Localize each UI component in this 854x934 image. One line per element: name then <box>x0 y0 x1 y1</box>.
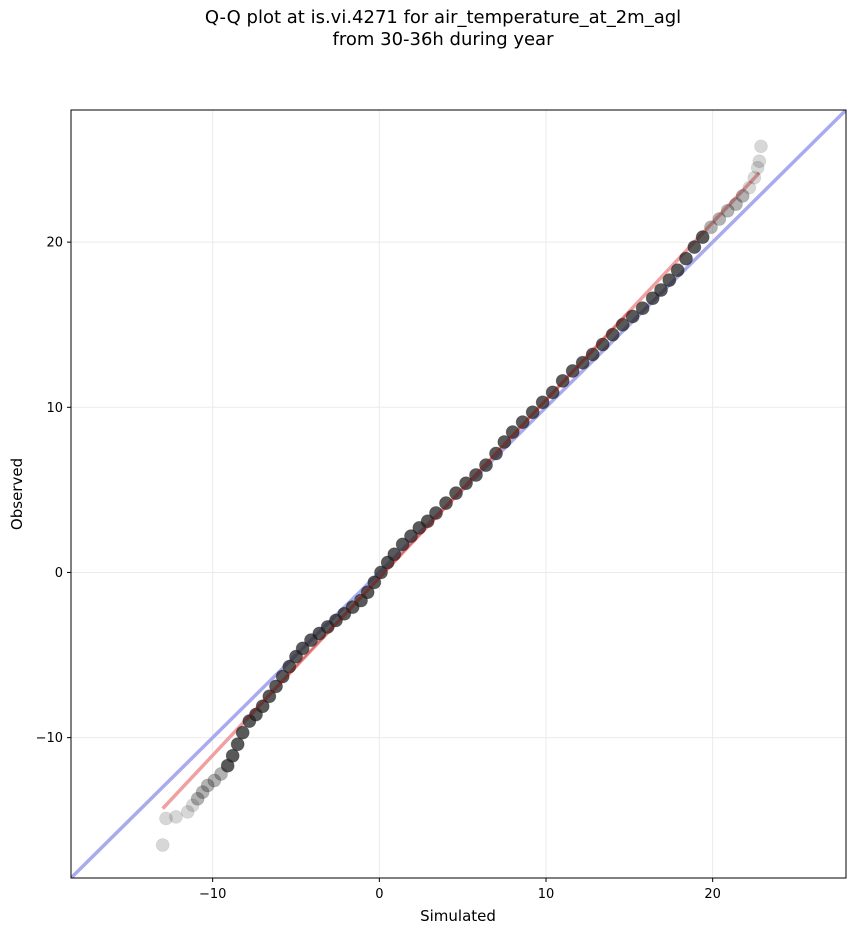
quantile-point <box>565 364 580 378</box>
quantile-point <box>374 565 388 580</box>
quantile-point <box>404 529 418 544</box>
quantile-point <box>439 496 453 510</box>
quantile-point <box>367 575 382 590</box>
y-tick-label: −10 <box>36 731 63 746</box>
grid <box>71 110 846 878</box>
quantile-point <box>747 170 762 185</box>
quantile-point <box>429 506 443 520</box>
quantile-point <box>615 317 630 332</box>
quantile-point <box>479 458 493 472</box>
chart-title-line-1: Q-Q plot at is.vi.4271 for air_temperatu… <box>204 7 682 28</box>
y-tick-label: 10 <box>46 401 63 416</box>
quantile-point <box>159 811 173 826</box>
quantile-point <box>395 537 410 552</box>
quantile-point <box>235 725 250 740</box>
quantile-point <box>387 547 402 562</box>
quantile-point <box>459 476 473 491</box>
quantile-point <box>750 160 765 175</box>
quantile-point <box>670 263 685 278</box>
quantile-point <box>207 773 222 788</box>
quantile-point <box>555 373 570 388</box>
quantile-point <box>525 405 540 420</box>
quantile-point <box>469 468 483 482</box>
quantile-point <box>605 327 620 342</box>
quantile-point <box>295 641 310 656</box>
quantile-point <box>505 425 520 439</box>
quantile-point <box>262 689 277 704</box>
quantile-point <box>255 699 270 714</box>
quantile-point <box>704 220 718 235</box>
quantile-point <box>185 798 200 813</box>
y-axis-label: Observed <box>8 458 26 530</box>
axis-ticks: −10 0 10 20 −10 0 10 20 <box>36 236 721 902</box>
quantile-point <box>687 240 702 254</box>
data-area <box>71 110 846 878</box>
x-tick-label: 0 <box>375 887 383 902</box>
quantile-point <box>360 585 375 600</box>
quantile-point <box>535 395 550 410</box>
quantile-point <box>635 301 650 316</box>
quantile-point <box>742 180 757 195</box>
quantile-point <box>662 273 677 288</box>
quantile-point <box>420 514 435 529</box>
quantile-point <box>195 785 210 800</box>
quantile-point <box>545 385 560 400</box>
quantile-point <box>515 415 530 430</box>
quantile-point <box>625 309 640 324</box>
quantile-point <box>275 669 290 684</box>
chart-title-line-2: from 30-36h during year <box>332 29 554 50</box>
quantile-point <box>654 283 668 297</box>
quantile-point <box>695 230 710 245</box>
quantile-point <box>712 212 727 226</box>
quantile-point <box>155 838 170 852</box>
quantile-point <box>735 188 750 203</box>
quantile-point <box>754 139 768 154</box>
x-axis-label: Simulated <box>420 907 496 925</box>
quantile-point <box>720 203 735 218</box>
x-tick-label: −10 <box>199 887 226 902</box>
x-tick-label: 20 <box>704 887 721 902</box>
quantile-point <box>585 347 600 362</box>
chart-title: Q-Q plot at is.vi.4271 for air_temperatu… <box>0 7 854 51</box>
quantile-point <box>449 486 463 501</box>
y-tick-label: 0 <box>55 566 63 581</box>
quantile-point <box>729 197 743 212</box>
y-tick-label: 20 <box>46 236 63 251</box>
quantile-point <box>595 337 610 352</box>
quantile-point <box>180 805 195 819</box>
quantile-point <box>169 809 183 824</box>
quantile-point <box>752 154 767 169</box>
quantile-point <box>225 748 240 763</box>
x-tick-label: 10 <box>538 887 555 902</box>
quantile-point <box>200 778 215 793</box>
quantile-point <box>230 737 245 752</box>
quantile-point <box>190 791 205 806</box>
plot-frame <box>70 109 847 879</box>
quantile-point <box>497 435 512 449</box>
quantile-point <box>645 291 660 306</box>
quantile-point <box>269 679 283 694</box>
quantile-point <box>679 251 693 266</box>
quantile-point <box>489 446 503 461</box>
quantile-point <box>575 355 590 370</box>
fit-line-overlay <box>245 310 631 721</box>
quantile-point <box>282 659 297 674</box>
